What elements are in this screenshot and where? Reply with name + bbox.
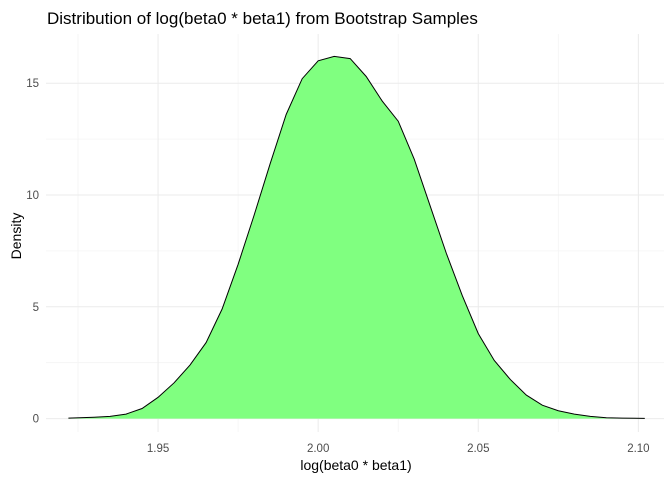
density-line — [68, 55, 645, 419]
y-tick-label: 15 — [26, 78, 39, 90]
y-tick-label: 0 — [33, 414, 39, 426]
y-tick-label: 10 — [26, 190, 39, 202]
y-axis-title: Density — [8, 213, 24, 260]
x-tick-label: 2.10 — [627, 443, 649, 455]
x-axis-ticks: 1.95 2.00 2.05 2.10 — [147, 443, 650, 455]
y-axis-ticks: 0 5 10 15 — [26, 78, 39, 425]
y-tick-label: 5 — [33, 302, 39, 314]
density-area — [68, 56, 645, 419]
x-tick-label: 1.95 — [147, 443, 169, 455]
x-tick-label: 2.05 — [467, 443, 489, 455]
x-axis-title: log(beta0 * beta1) — [300, 457, 411, 473]
x-tick-label: 2.00 — [307, 443, 329, 455]
chart-title: Distribution of log(beta0 * beta1) from … — [47, 9, 478, 28]
